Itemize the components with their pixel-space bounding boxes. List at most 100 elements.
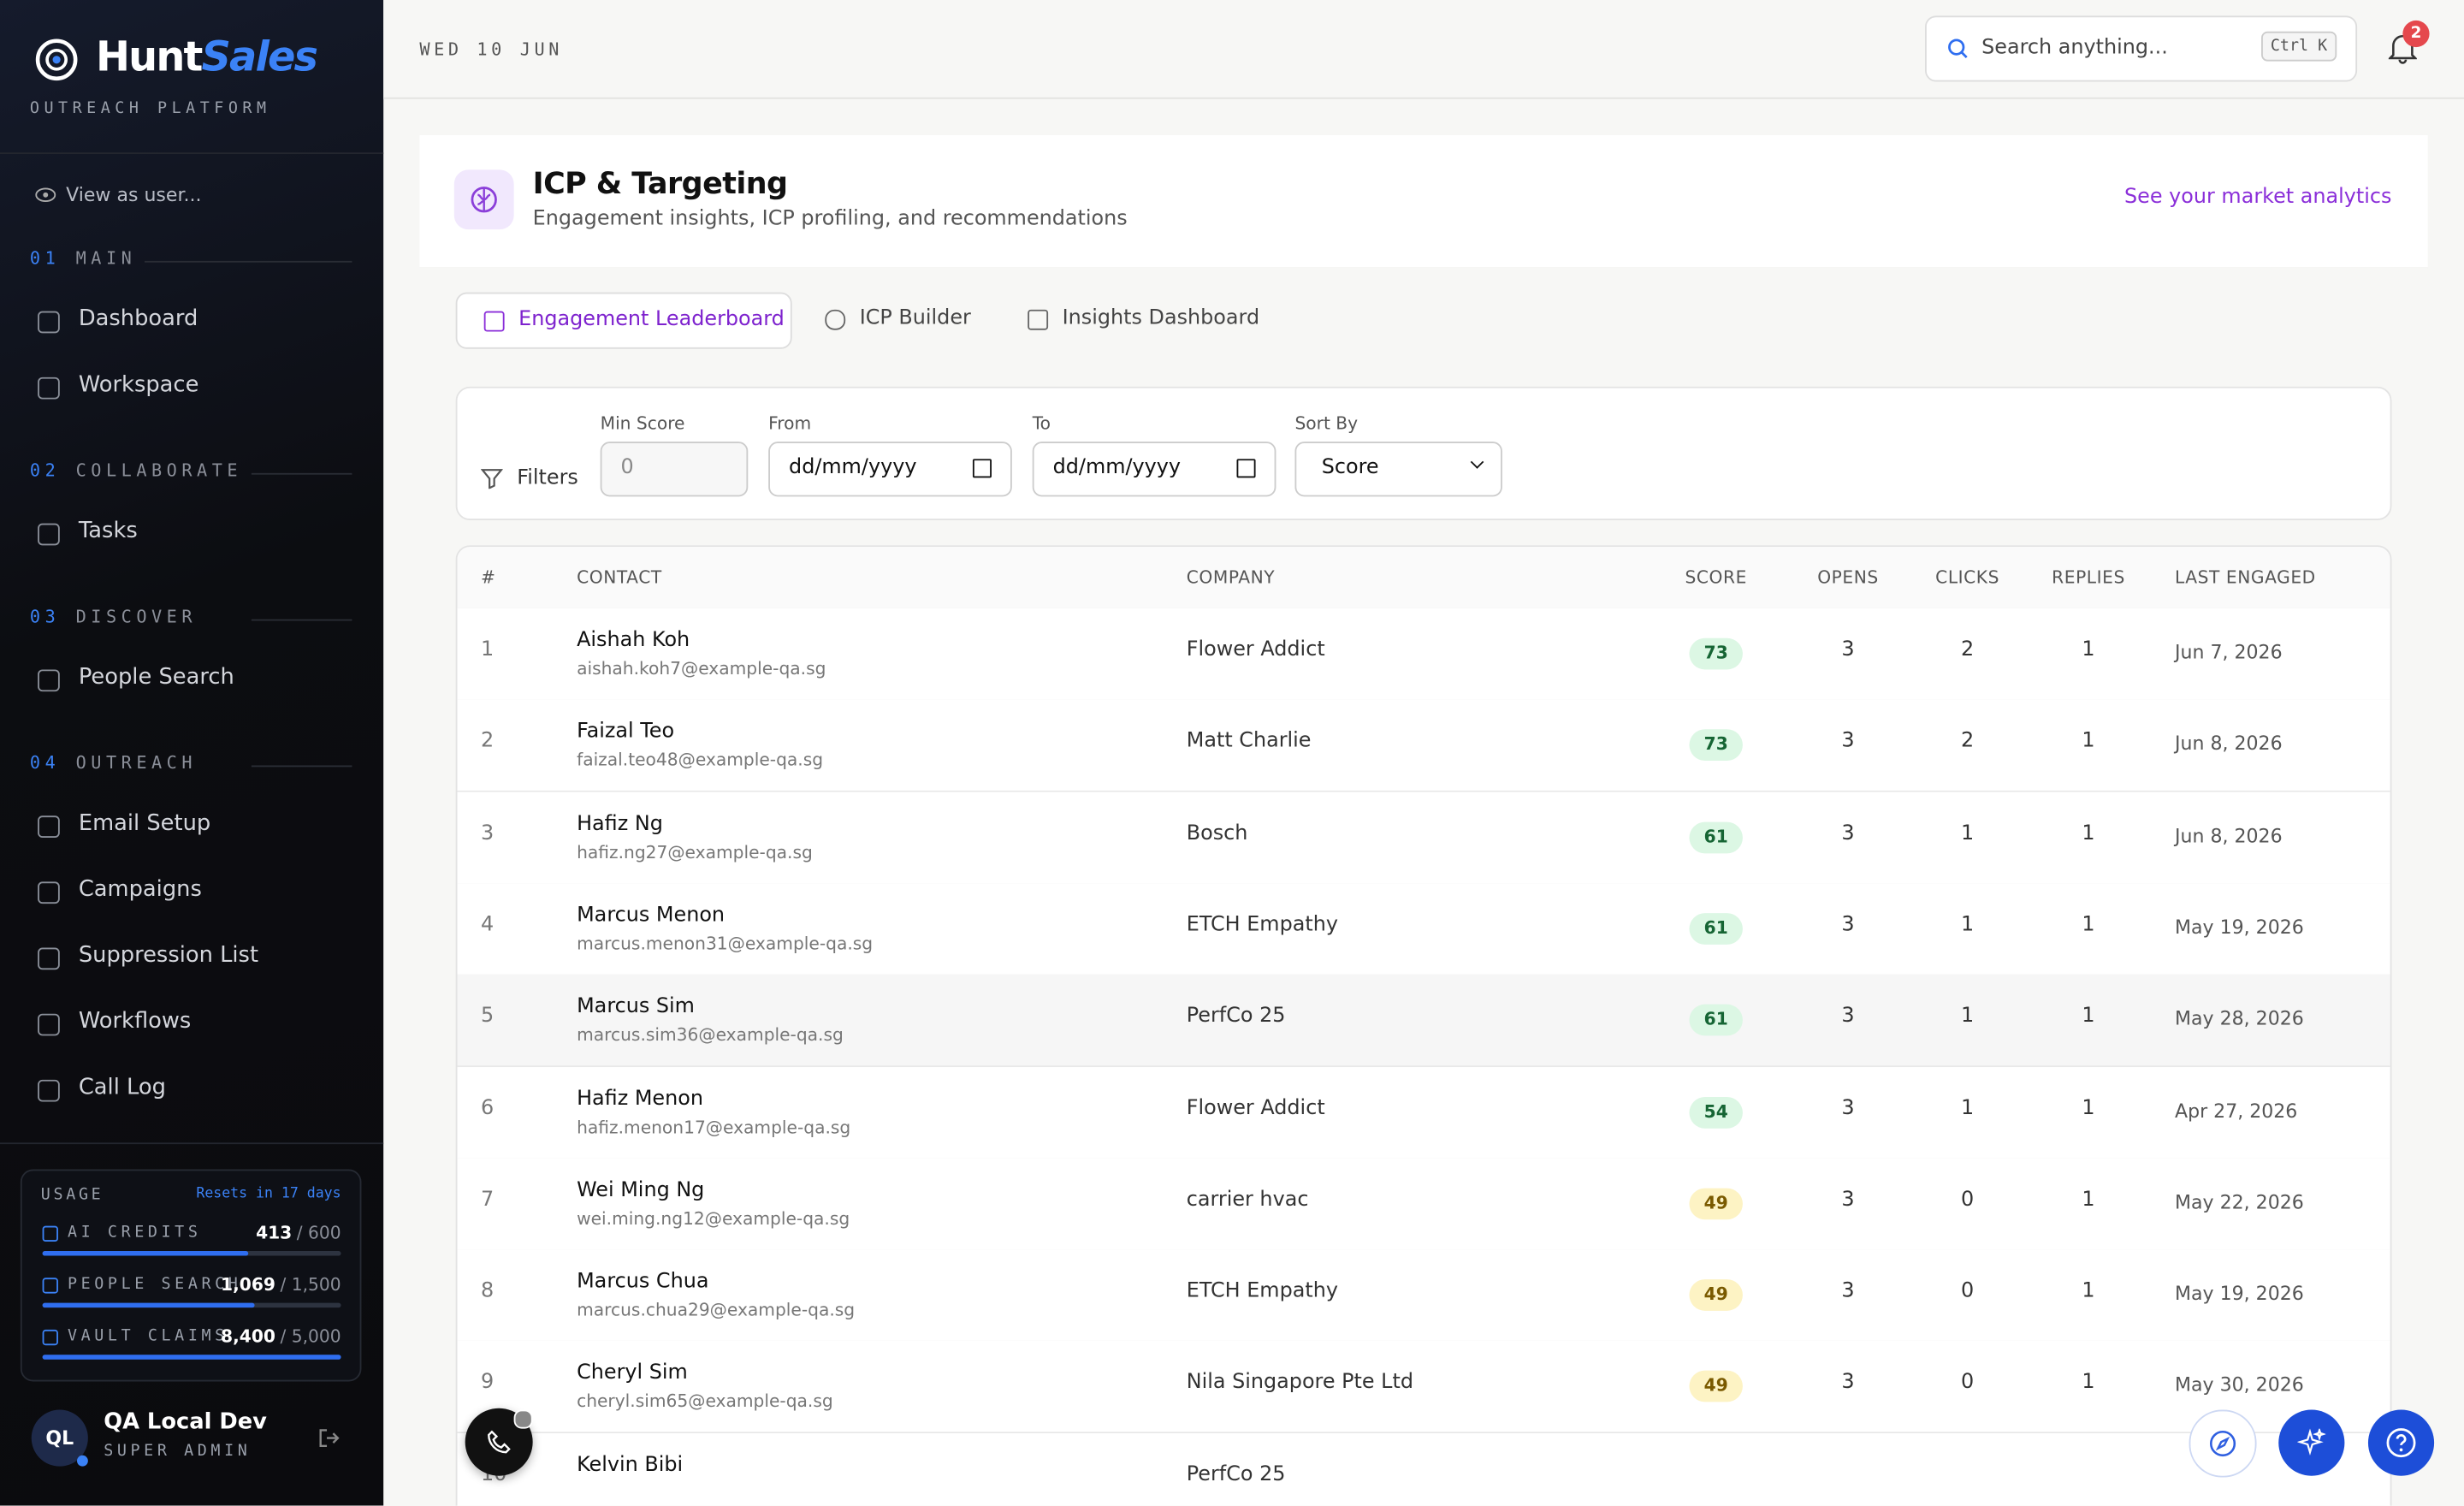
field-input[interactable]: 0 xyxy=(600,442,749,497)
meter-total: / 5,000 xyxy=(280,1326,341,1348)
replies: 1 xyxy=(2082,1005,2095,1029)
nav-item[interactable]: Email Setup xyxy=(78,810,211,837)
last-engaged: Jun 7, 2026 xyxy=(2175,641,2283,664)
meter-count: 8,400/ 5,000 xyxy=(221,1326,341,1347)
analytics-link[interactable]: See your market analytics xyxy=(2124,185,2392,210)
nav-item[interactable]: Campaigns xyxy=(78,876,202,903)
nav-icon xyxy=(38,881,60,904)
contact-email: cheryl.sim65@example-qa.sg xyxy=(577,1391,833,1413)
field-placeholder: dd/mm/yyyy xyxy=(1052,455,1182,480)
clicks: 1 xyxy=(1960,1096,1975,1120)
column-header: SCORE xyxy=(1685,567,1747,588)
compass-icon xyxy=(2209,1430,2236,1457)
brand-main: Hunt xyxy=(96,34,203,82)
table-row[interactable]: 3 Hafiz Ng hafiz.ng27@example-qa.sg Bosch 61… xyxy=(457,791,2390,885)
ai-button[interactable] xyxy=(2278,1409,2345,1476)
meter-total: / 1,500 xyxy=(280,1274,341,1296)
nav-icon xyxy=(38,376,60,399)
last-engaged: Jun 8, 2026 xyxy=(2175,732,2283,756)
column-header: REPLIES xyxy=(2052,567,2125,588)
rank: 9 xyxy=(481,1371,495,1395)
field-placeholder: dd/mm/yyyy xyxy=(789,455,917,480)
clicks: 0 xyxy=(1960,1279,1975,1303)
rank: 6 xyxy=(481,1096,495,1120)
score-badge: 49 xyxy=(1689,1188,1743,1219)
nav-item[interactable]: Tasks xyxy=(78,519,138,544)
shortcut: Ctrl K xyxy=(2260,31,2337,62)
logout-icon[interactable] xyxy=(317,1427,340,1450)
contact-name: Hafiz Menon xyxy=(577,1087,704,1111)
call-status xyxy=(513,1409,533,1429)
section-header: 01 MAIN xyxy=(30,248,136,269)
meter-icon xyxy=(42,1329,58,1346)
field-input[interactable]: dd/mm/yyyy xyxy=(1032,442,1276,497)
meter-label: PEOPLE SEARCH xyxy=(67,1276,242,1294)
score-badge: 61 xyxy=(1689,1005,1743,1036)
nav-icon xyxy=(38,1013,60,1036)
tab[interactable]: Engagement Leaderboard xyxy=(455,292,792,349)
clicks: 1 xyxy=(1960,1005,1975,1029)
usage-panel: USAGE Resets in 17 days AI CREDITS 413/ 6… xyxy=(20,1169,362,1382)
nav-item[interactable]: Suppression List xyxy=(78,943,259,969)
replies: 1 xyxy=(2082,912,2095,937)
table-row[interactable]: 1 Aishah Koh aishah.koh7@example-qa.sg Flow… xyxy=(457,608,2390,702)
field-label: Sort By xyxy=(1294,413,1359,434)
tab-label: Engagement Leaderboard xyxy=(518,307,785,332)
opens: 3 xyxy=(1841,821,1855,845)
last-engaged: Jun 8, 2026 xyxy=(2175,824,2283,847)
icon-box xyxy=(453,169,514,230)
section-title: DISCOVER xyxy=(75,606,198,627)
table-row[interactable]: 7 Wei Ming Ng wei.ming.ng12@example-qa.sg c… xyxy=(457,1158,2390,1251)
contact-email: wei.ming.ng12@example-qa.sg xyxy=(577,1208,850,1229)
help-button[interactable] xyxy=(2367,1409,2435,1476)
tab[interactable]: ICP Builder xyxy=(825,293,998,346)
notification-count: 2 xyxy=(2402,20,2430,48)
brand: HuntSales xyxy=(96,34,318,82)
contact-name: Aishah Koh xyxy=(577,628,690,653)
contact-name: Cheryl Sim xyxy=(577,1361,688,1385)
explore-button[interactable] xyxy=(2189,1409,2257,1478)
field-input[interactable]: Score xyxy=(1294,442,1502,497)
nav-item[interactable]: People Search xyxy=(78,664,234,691)
table-row[interactable]: 5 Marcus Sim marcus.sim36@example-qa.sg Per… xyxy=(457,975,2390,1068)
view-as-user[interactable]: View as user... xyxy=(66,183,202,206)
table-row[interactable]: 4 Marcus Menon marcus.menon31@example-qa.s… xyxy=(457,883,2390,976)
opens: 3 xyxy=(1841,1096,1855,1120)
contact-name: Hafiz Ng xyxy=(577,811,663,836)
usage-title: USAGE xyxy=(40,1186,104,1204)
table-row[interactable]: 9 Cheryl Sim cheryl.sim65@example-qa.sg Nil… xyxy=(457,1341,2390,1434)
nav-item[interactable]: Dashboard xyxy=(78,306,198,332)
meter-track xyxy=(42,1302,341,1308)
nav-item[interactable]: Call Log xyxy=(78,1075,166,1100)
last-engaged: May 22, 2026 xyxy=(2175,1190,2304,1213)
table-row[interactable]: 8 Marcus Chua marcus.chua29@example-qa.sg E… xyxy=(457,1249,2390,1343)
rank: 3 xyxy=(481,821,495,845)
contact-email: aishah.koh7@example-qa.sg xyxy=(577,658,826,679)
tab[interactable]: Insights Dashboard xyxy=(1028,293,1279,346)
column-header: COMPANY xyxy=(1186,567,1276,588)
tab-icon xyxy=(825,309,846,330)
section-number: 01 xyxy=(29,248,61,270)
rank: 8 xyxy=(481,1279,495,1303)
table-row[interactable]: 2 Faizal Teo faizal.teo48@example-qa.sg Mat… xyxy=(457,699,2390,793)
last-engaged: May 19, 2026 xyxy=(2175,916,2304,939)
meter-fill xyxy=(42,1251,248,1256)
field-icon xyxy=(1236,459,1256,478)
opens: 3 xyxy=(1841,1279,1855,1303)
company: Bosch xyxy=(1186,821,1248,845)
column-header: CLICKS xyxy=(1935,567,1999,588)
search-box[interactable]: Search anything... Ctrl K xyxy=(1924,15,2358,82)
field-input[interactable]: dd/mm/yyyy xyxy=(768,442,1012,497)
sparkle-icon xyxy=(2297,1428,2326,1456)
content: Engagement Leaderboard ICP Builder Insight… xyxy=(419,267,2428,1506)
leaderboard-table: # CONTACT COMPANY SCORE OPENS CLICKS REPLIES LA… xyxy=(455,545,2392,1506)
replies: 1 xyxy=(2082,1371,2095,1395)
section-rule xyxy=(251,765,352,768)
nav-item[interactable]: Workspace xyxy=(78,371,199,397)
nav-item[interactable]: Workflows xyxy=(78,1009,192,1035)
sidebar: HuntSales OUTREACH PLATFORM View as user… xyxy=(0,0,384,1506)
table-row[interactable]: 6 Hafiz Menon hafiz.menon17@example-qa.sg F… xyxy=(457,1066,2390,1159)
filter-icon xyxy=(481,469,503,489)
column-header: OPENS xyxy=(1817,567,1879,588)
